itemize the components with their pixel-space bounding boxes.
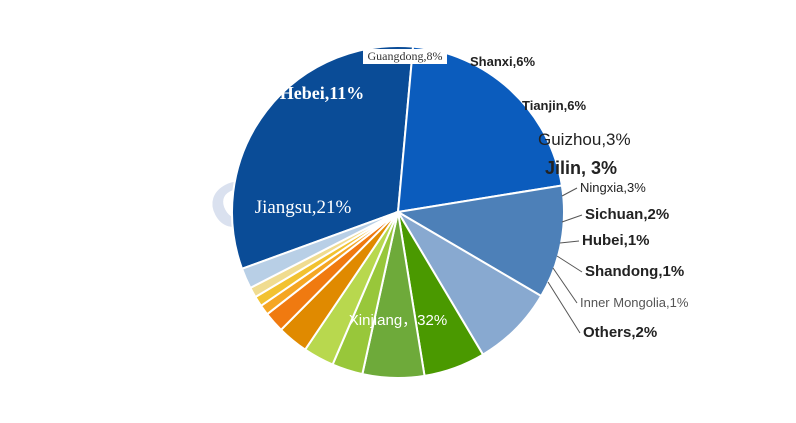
leader-line-hubei <box>559 240 580 244</box>
leader-line-inner-mongolia <box>552 267 578 304</box>
leader-line-others <box>547 281 581 334</box>
slice-label-sichuan: Sichuan,2% <box>585 206 669 223</box>
leader-line-ningxia <box>561 187 578 197</box>
slice-label-guangdong: Guangdong,8% <box>368 49 443 63</box>
pie-slice-xinjiang <box>231 45 415 271</box>
slice-label-inner-mongolia: Inner Mongolia,1% <box>580 295 689 310</box>
slice-label-hebei: Hebei,11% <box>280 83 365 103</box>
slice-label-guizhou: Guizhou,3% <box>538 130 631 149</box>
slice-label-tianjin: Tianjin,6% <box>522 98 586 113</box>
slice-label-jiangsu: Jiangsu,21% <box>255 197 352 218</box>
leader-line-sichuan <box>561 214 583 223</box>
slice-label-hubei: Hubei,1% <box>582 232 650 249</box>
slice-label-ningxia: Ningxia,3% <box>580 180 646 195</box>
slice-label-shandong: Shandong,1% <box>585 263 684 280</box>
leader-line-shandong <box>556 255 583 273</box>
slice-label-jilin: Jilin, 3% <box>545 158 617 178</box>
slice-label-others: Others,2% <box>583 324 657 341</box>
pie-slice-others <box>240 211 399 290</box>
label-box-guangdong <box>363 49 447 64</box>
slice-label-shanxi: Shanxi,6% <box>470 54 535 69</box>
slice-label-xinjiang: Xinjiang，32% <box>349 312 447 329</box>
